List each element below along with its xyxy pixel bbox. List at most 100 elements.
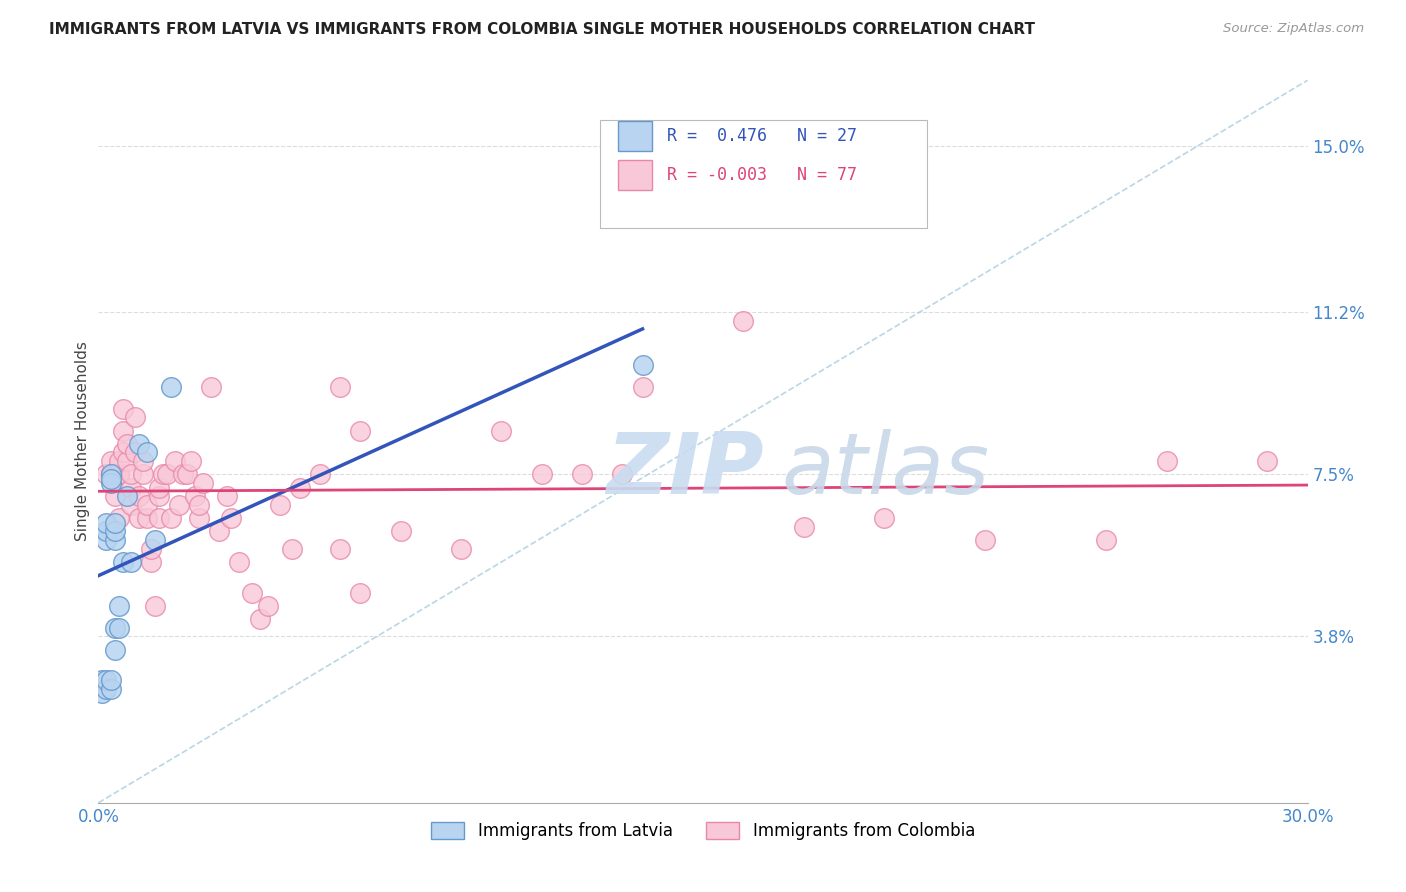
Point [217, 489, 239, 503]
Point [349, 585, 371, 599]
Point [156, 467, 179, 482]
Point [132, 454, 155, 468]
Point [269, 498, 291, 512]
Point [631, 358, 654, 372]
Point [96, 681, 118, 696]
Point [124, 445, 146, 459]
Point [107, 599, 129, 613]
Point [139, 541, 162, 556]
Point [228, 555, 250, 569]
Point [612, 467, 634, 482]
Point [96, 524, 118, 539]
Text: ZIP: ZIP [606, 429, 763, 512]
Point [128, 436, 150, 450]
Point [176, 467, 198, 482]
Point [143, 599, 166, 613]
Point [163, 454, 186, 468]
Point [103, 533, 125, 547]
Point [107, 467, 129, 482]
Point [100, 467, 122, 482]
Point [491, 424, 513, 438]
Point [1156, 454, 1178, 468]
Point [91, 673, 114, 688]
Point [100, 454, 122, 468]
Point [124, 410, 146, 425]
Point [103, 467, 125, 482]
Point [221, 511, 243, 525]
Point [111, 401, 134, 416]
Point [148, 511, 170, 525]
Point [152, 467, 174, 482]
Point [100, 467, 122, 482]
Point [111, 424, 134, 438]
Point [160, 511, 183, 525]
Point [100, 476, 122, 491]
Point [139, 555, 162, 569]
Point [1256, 454, 1278, 468]
Point [530, 467, 553, 482]
Point [115, 454, 138, 468]
Point [120, 498, 142, 512]
Point [100, 472, 122, 486]
Point [974, 533, 997, 547]
Bar [619, 120, 652, 151]
Point [172, 467, 194, 482]
Point [135, 445, 157, 459]
Point [349, 424, 371, 438]
Point [96, 533, 118, 547]
Point [793, 520, 815, 534]
Point [571, 467, 593, 482]
Point [107, 454, 129, 468]
Point [208, 524, 231, 539]
Point [148, 489, 170, 503]
Text: R = -0.003   N = 77: R = -0.003 N = 77 [666, 166, 856, 184]
Bar [619, 160, 652, 190]
Text: atlas: atlas [782, 429, 990, 512]
Point [389, 524, 412, 539]
Point [107, 511, 129, 525]
Point [188, 498, 211, 512]
Point [329, 380, 352, 394]
Point [120, 555, 142, 569]
Point [96, 516, 118, 530]
Text: R =  0.476   N = 27: R = 0.476 N = 27 [666, 127, 856, 145]
Point [184, 489, 207, 503]
Point [193, 476, 215, 491]
Point [128, 511, 150, 525]
Point [103, 642, 125, 657]
Point [96, 673, 118, 688]
Point [107, 621, 129, 635]
Point [120, 481, 142, 495]
Point [115, 436, 138, 450]
Point [143, 533, 166, 547]
Point [135, 498, 157, 512]
Point [249, 612, 271, 626]
Point [100, 467, 122, 482]
Point [281, 541, 304, 556]
Point [200, 380, 222, 394]
Point [100, 467, 122, 482]
Legend: Immigrants from Latvia, Immigrants from Colombia: Immigrants from Latvia, Immigrants from … [423, 814, 983, 848]
Point [103, 621, 125, 635]
Y-axis label: Single Mother Households: Single Mother Households [75, 342, 90, 541]
Point [188, 511, 211, 525]
Point [103, 524, 125, 539]
Point [288, 481, 311, 495]
Text: Source: ZipAtlas.com: Source: ZipAtlas.com [1223, 22, 1364, 36]
Point [100, 673, 122, 688]
Point [240, 585, 263, 599]
Point [107, 467, 129, 482]
Point [135, 511, 157, 525]
Point [160, 380, 183, 394]
Point [450, 541, 472, 556]
Point [128, 489, 150, 503]
Point [309, 467, 332, 482]
Point [107, 467, 129, 482]
Point [873, 511, 896, 525]
Point [733, 314, 755, 328]
Point [103, 489, 125, 503]
Point [120, 467, 142, 482]
Point [103, 467, 125, 482]
Point [111, 445, 134, 459]
Point [100, 681, 122, 696]
